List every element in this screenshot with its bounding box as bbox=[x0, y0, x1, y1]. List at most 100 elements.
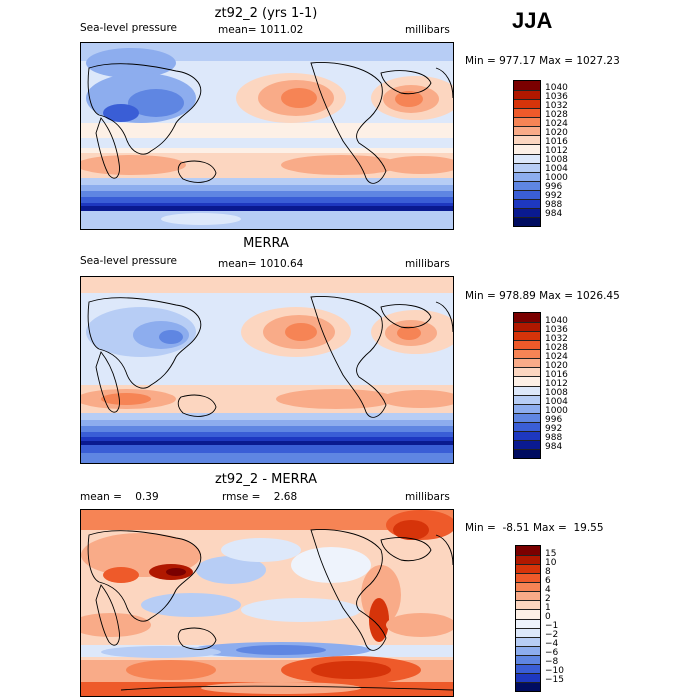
panel-2-colorbar-swatch bbox=[514, 367, 540, 377]
panel-3-units-label: millibars bbox=[405, 491, 450, 503]
panel-1-colorbar-swatch bbox=[514, 144, 540, 154]
panel-1-colorbar-tick: 1036 bbox=[545, 92, 568, 102]
panel-1-colorbar-swatch bbox=[514, 162, 540, 172]
panel-1-units-label: millibars bbox=[405, 24, 450, 36]
panel-2-variable-label: Sea-level pressure bbox=[80, 255, 178, 267]
panel-3-colorbar-swatch bbox=[516, 555, 540, 565]
panel-2-colorbar-swatch bbox=[514, 439, 540, 449]
panel-3-colorbar-swatch bbox=[516, 591, 540, 601]
panel-3-colorbar-tick: 8 bbox=[545, 567, 551, 577]
panel-2-colorbar-swatch bbox=[514, 313, 540, 323]
panel-1-colorbar-tick: 1024 bbox=[545, 119, 568, 129]
panel-3-rmse-label: rmse = 2.68 bbox=[222, 491, 298, 503]
panel-2-colorbar-swatch bbox=[514, 331, 540, 341]
panel-2-colorbar bbox=[513, 312, 541, 459]
panel-1-colorbar-tick: 1016 bbox=[545, 137, 568, 147]
panel-1-mean-label: mean= 1011.02 bbox=[218, 24, 304, 36]
panel-3-colorbar-tick: −6 bbox=[545, 648, 559, 658]
panel-3-colorbar-tick: 6 bbox=[545, 576, 551, 586]
panel-2-title: MERRA bbox=[243, 236, 289, 251]
panel-3-map bbox=[80, 509, 454, 697]
panel-2-colorbar-swatch bbox=[514, 322, 540, 332]
panel-3-colorbar bbox=[515, 545, 541, 692]
panel-3-colorbar-tick: 0 bbox=[545, 612, 551, 622]
panel-1-colorbar-swatch bbox=[514, 171, 540, 181]
panel-2-colorbar-tick: 984 bbox=[545, 442, 563, 452]
panel-1-colorbar-swatch bbox=[514, 180, 540, 190]
panel-1-colorbar-tick: 996 bbox=[545, 182, 563, 192]
panel-2-units-label: millibars bbox=[405, 258, 450, 270]
panel-2-colorbar-tick: 992 bbox=[545, 424, 563, 434]
panel-1-colorbar-swatch bbox=[514, 108, 540, 118]
panel-2-colorbar-swatch bbox=[514, 358, 540, 368]
panel-3-map-field bbox=[81, 510, 453, 696]
panel-1-colorbar-swatch bbox=[514, 126, 540, 136]
panel-3-colorbar-swatch bbox=[516, 618, 540, 628]
panel-3-colorbar-tick: 4 bbox=[545, 585, 551, 595]
panel-1-colorbar-swatch bbox=[514, 99, 540, 109]
panel-2-map bbox=[80, 276, 454, 464]
panel-2-colorbar-tick: 1032 bbox=[545, 334, 568, 344]
panel-3-colorbar-swatch bbox=[516, 564, 540, 574]
panel-3-colorbar-tick: −4 bbox=[545, 639, 559, 649]
panel-2-colorbar-swatch bbox=[514, 448, 540, 458]
panel-3-colorbar-swatch bbox=[516, 573, 540, 583]
panel-3-colorbar-swatch bbox=[516, 636, 540, 646]
panel-3-colorbar-swatch bbox=[516, 627, 540, 637]
panel-2-colorbar-tick: 1028 bbox=[545, 343, 568, 353]
panel-2-colorbar-tick: 988 bbox=[545, 433, 563, 443]
panel-1-minmax-label: Min = 977.17 Max = 1027.23 bbox=[465, 55, 620, 67]
panel-2-colorbar-tick: 1004 bbox=[545, 397, 568, 407]
panel-3-colorbar-tick: 1 bbox=[545, 603, 551, 613]
panel-2-colorbar-swatch bbox=[514, 349, 540, 359]
panel-2-colorbar-tick: 1008 bbox=[545, 388, 568, 398]
panel-3-colorbar-tick: 15 bbox=[545, 549, 557, 559]
panel-2-colorbar-tick: 1024 bbox=[545, 352, 568, 362]
panel-1-map-field bbox=[81, 43, 453, 229]
panel-3-mean-label: mean = 0.39 bbox=[80, 491, 159, 503]
panel-1-colorbar-tick: 992 bbox=[545, 191, 563, 201]
panel-3-minmax-label: Min = -8.51 Max = 19.55 bbox=[465, 522, 604, 534]
panel-3-colorbar-tick: −15 bbox=[545, 675, 564, 685]
panel-1-colorbar-swatch bbox=[514, 90, 540, 100]
panel-1-colorbar-tick: 1028 bbox=[545, 110, 568, 120]
panel-3-colorbar-swatch bbox=[516, 654, 540, 664]
panel-1-title: zt92_2 (yrs 1-1) bbox=[214, 6, 318, 21]
panel-3-colorbar-swatch bbox=[516, 663, 540, 673]
panel-1-colorbar-tick: 1012 bbox=[545, 146, 568, 156]
panel-2-colorbar-swatch bbox=[514, 385, 540, 395]
panel-2-colorbar-tick: 1012 bbox=[545, 379, 568, 389]
panel-1-variable-label: Sea-level pressure bbox=[80, 22, 178, 34]
panel-1-colorbar-tick: 984 bbox=[545, 209, 563, 219]
panel-2-colorbar-swatch bbox=[514, 340, 540, 350]
panel-1-colorbar-swatch bbox=[514, 153, 540, 163]
panel-3-colorbar-tick: 10 bbox=[545, 558, 557, 568]
panel-2-colorbar-swatch bbox=[514, 394, 540, 404]
panel-3-colorbar-tick: −1 bbox=[545, 621, 559, 631]
panel-2-colorbar-swatch bbox=[514, 412, 540, 422]
panel-3-colorbar-tick: −2 bbox=[545, 630, 559, 640]
panel-3-colorbar-swatch bbox=[516, 582, 540, 592]
panel-3-colorbar-swatch bbox=[516, 609, 540, 619]
panel-1-colorbar-tick: 1040 bbox=[545, 83, 568, 93]
panel-1-colorbar-tick: 988 bbox=[545, 200, 563, 210]
panel-1-colorbar-tick: 1004 bbox=[545, 164, 568, 174]
panel-1-colorbar-tick: 1008 bbox=[545, 155, 568, 165]
panel-1-colorbar bbox=[513, 80, 541, 227]
panel-1-colorbar-swatch bbox=[514, 117, 540, 127]
panel-1-colorbar-tick: 1020 bbox=[545, 128, 568, 138]
panel-2-colorbar-tick: 1036 bbox=[545, 325, 568, 335]
panel-2-colorbar-tick: 1016 bbox=[545, 370, 568, 380]
season-label: JJA bbox=[512, 8, 553, 33]
panel-1-map bbox=[80, 42, 454, 230]
panel-2-colorbar-swatch bbox=[514, 376, 540, 386]
panel-2-colorbar-swatch bbox=[514, 430, 540, 440]
panel-1-colorbar-swatch bbox=[514, 207, 540, 217]
panel-1-colorbar-swatch bbox=[514, 216, 540, 226]
panel-3-colorbar-swatch bbox=[516, 600, 540, 610]
panel-3-colorbar-swatch bbox=[516, 681, 540, 691]
panel-3-title: zt92_2 - MERRA bbox=[214, 472, 318, 487]
panel-2-map-field bbox=[81, 277, 453, 463]
panel-2-colorbar-swatch bbox=[514, 403, 540, 413]
panel-2-mean-label: mean= 1010.64 bbox=[218, 258, 304, 270]
